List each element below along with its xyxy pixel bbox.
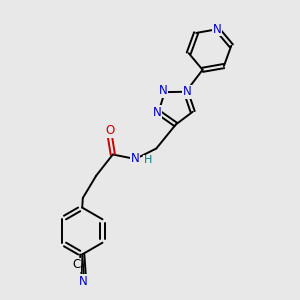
Text: N: N xyxy=(153,106,161,119)
Text: N: N xyxy=(183,85,192,98)
Text: N: N xyxy=(131,152,140,166)
Text: N: N xyxy=(79,275,88,288)
Text: C: C xyxy=(72,258,80,272)
Text: N: N xyxy=(159,84,167,97)
Text: H: H xyxy=(144,155,152,166)
Text: N: N xyxy=(213,23,222,36)
Text: O: O xyxy=(105,124,114,137)
